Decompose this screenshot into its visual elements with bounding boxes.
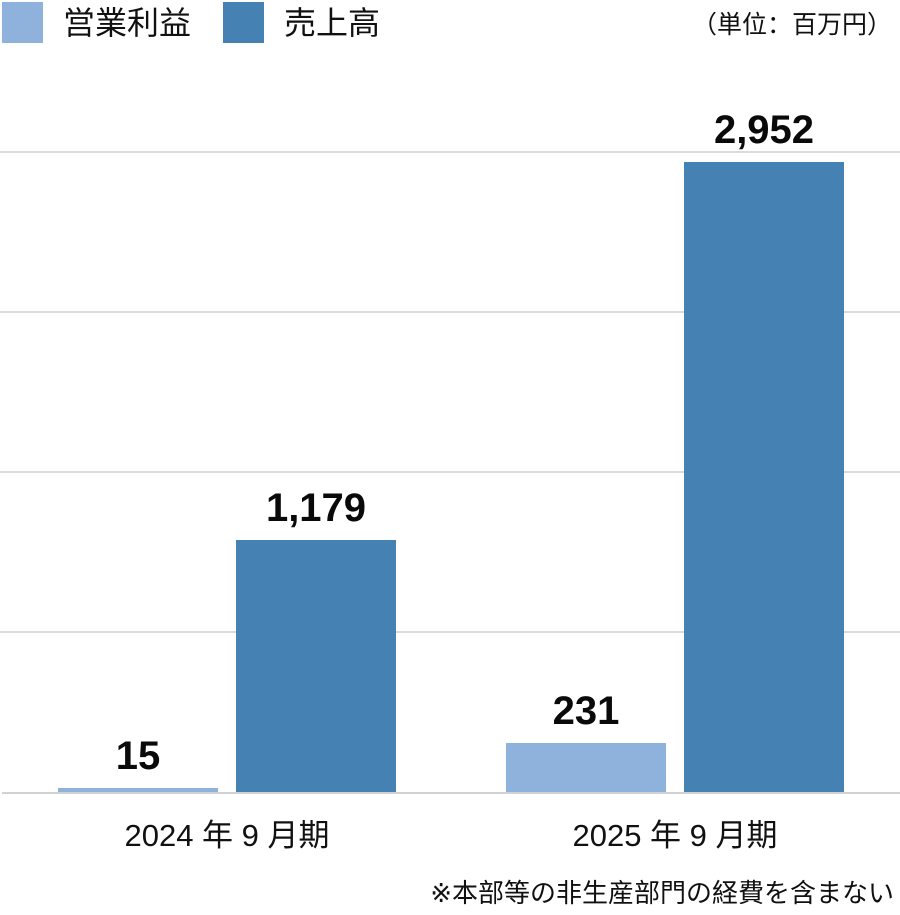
gridline xyxy=(0,631,900,633)
legend-item-operating-profit: 営業利益 xyxy=(2,2,191,43)
net-sales-bar xyxy=(236,540,396,792)
gridline xyxy=(0,151,900,153)
legend: 営業利益 売上高 xyxy=(2,2,380,43)
net-sales-bar xyxy=(684,162,844,792)
legend-swatch-operating-profit xyxy=(2,2,43,43)
value-label-net-sales: 2,952 xyxy=(713,108,815,153)
value-label-operating-profit: 15 xyxy=(115,734,161,778)
value-label-operating-profit: 231 xyxy=(552,688,620,733)
legend-label-net-sales: 売上高 xyxy=(284,4,381,41)
gridline xyxy=(0,471,900,473)
legend-label-operating-profit: 営業利益 xyxy=(63,4,192,41)
legend-swatch-net-sales xyxy=(223,2,265,43)
footnote: ※本部等の非生産部門の経費を含まない xyxy=(430,878,894,908)
gridline xyxy=(0,311,900,313)
legend-item-net-sales: 売上高 xyxy=(223,2,380,43)
value-label-net-sales: 1,179 xyxy=(265,486,367,531)
unit-note: （単位：百万円） xyxy=(691,11,892,39)
x-axis-label: 2025 年 9 月期 xyxy=(572,818,778,853)
x-axis-label: 2024 年 9 月期 xyxy=(124,818,330,853)
operating-profit-bar xyxy=(58,788,218,792)
x-axis-line xyxy=(2,792,900,794)
operating-profit-bar xyxy=(506,742,666,792)
